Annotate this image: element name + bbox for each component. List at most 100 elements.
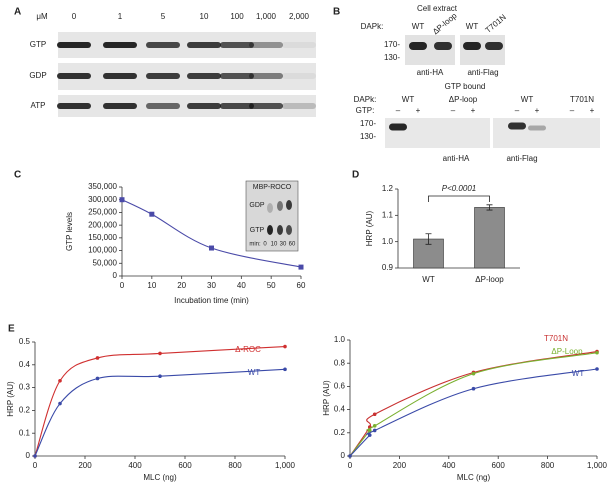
panel-letter: E [8,324,15,335]
series-label: WT [572,369,585,378]
inset-band-label: GDP [249,202,265,209]
mw-marker: 130- [384,53,400,62]
concentration-label: 5 [161,12,166,21]
inset-image [245,180,299,252]
lane-label: ΔP-loop [431,11,459,37]
y-axis-label: HRP (AU) [6,381,15,417]
blot-band [282,73,316,79]
concentration-label: 10 [200,12,209,21]
data-point [158,374,162,379]
x-tick-label: 0 [348,461,353,470]
y-tick-label: 0.2 [334,428,346,437]
blot [385,118,490,148]
concentration-label: 2,000 [289,12,310,21]
blot-band [463,42,481,50]
row-label: GDP [29,71,46,80]
row-label: GTP [30,40,46,49]
series-label: T701N [544,334,568,343]
x-tick-label: 50 [267,281,276,290]
y-tick-label: 1.2 [382,184,394,193]
y-tick-label: 0.4 [19,360,31,369]
blot-band [187,73,221,79]
row-label: ATP [31,101,46,110]
y-tick-label: 300,000 [88,195,117,204]
row-label: DAPk: [361,22,384,31]
blot-band [409,42,427,50]
error-bar [425,233,432,245]
x-tick-label: 600 [492,461,506,470]
data-point [209,245,214,251]
row-label: GTP: [356,106,375,115]
panel-letter: A [14,7,21,18]
blot-band [146,103,180,109]
lane-label: WT [402,95,415,104]
x-tick-label: 0 [33,461,38,470]
lane-label: T701N [570,95,594,104]
inset-spot [267,225,273,235]
data-point [471,386,476,391]
inset-spot [277,201,283,211]
x-tick-label: 1,000 [275,461,296,470]
inset-time: 10 [271,242,278,248]
x-tick-label: 400 [128,461,142,470]
series-label: WT [248,368,261,377]
data-point [58,378,62,383]
series-line [34,368,286,457]
mw-marker: 170- [360,119,376,128]
y-axis-label: HRP (AU) [365,210,374,246]
y-tick-label: 0.3 [19,383,31,392]
gtp-lane-label: – [570,106,575,115]
x-tick-label: 1,000 [587,461,608,470]
x-tick-label: 600 [178,461,192,470]
y-tick-label: 100,000 [88,246,117,255]
y-tick-label: 250,000 [88,208,117,217]
blot-band [57,103,91,109]
y-tick-label: 0.5 [19,337,31,346]
y-tick-label: 0.2 [19,406,31,415]
gtp-lane-label: + [416,106,421,115]
y-tick-label: 50,000 [93,258,118,267]
data-point [372,428,377,433]
data-point [372,424,377,428]
series-label: Δ-ROC [235,345,261,354]
gtp-lane-label: + [535,106,540,115]
blot [493,118,600,148]
x-tick-label: 60 [297,281,306,290]
data-point [595,367,599,371]
concentration-label: 100 [230,12,244,21]
data-point [471,371,476,376]
y-tick-label: 0 [113,271,118,280]
data-point [367,433,372,437]
data-point [348,454,352,458]
blot-band [103,42,137,48]
x-tick-label: 200 [78,461,92,470]
blot-band [187,103,221,109]
panel-letter: D [352,170,359,181]
inset-time: 30 [280,242,287,248]
gtp-lane-label: + [590,106,595,115]
inset-time-label: min: [249,242,261,248]
x-tick-label: WT [422,275,435,284]
series-line [349,352,598,457]
blot-band [187,42,221,48]
x-tick-label: 10 [147,281,156,290]
blot-band [508,122,526,130]
inset-title: MBP-ROCO [253,184,292,191]
data-point [33,454,37,458]
x-tick-label: 40 [237,281,246,290]
series-line [121,199,302,268]
inset-spot [286,200,292,210]
x-tick-label: 0 [120,281,125,290]
row-label: DAPk: [354,95,377,104]
inset-time: 0 [263,242,267,248]
y-tick-label: 200,000 [88,220,117,229]
inset-band-label: GTP [250,227,265,234]
lane-label: WT [466,22,479,31]
blot-band [103,73,137,79]
data-point [95,376,100,381]
data-point [367,428,372,433]
data-point [372,412,377,417]
x-tick-label: 30 [207,281,216,290]
y-tick-label: 1.0 [334,335,346,344]
